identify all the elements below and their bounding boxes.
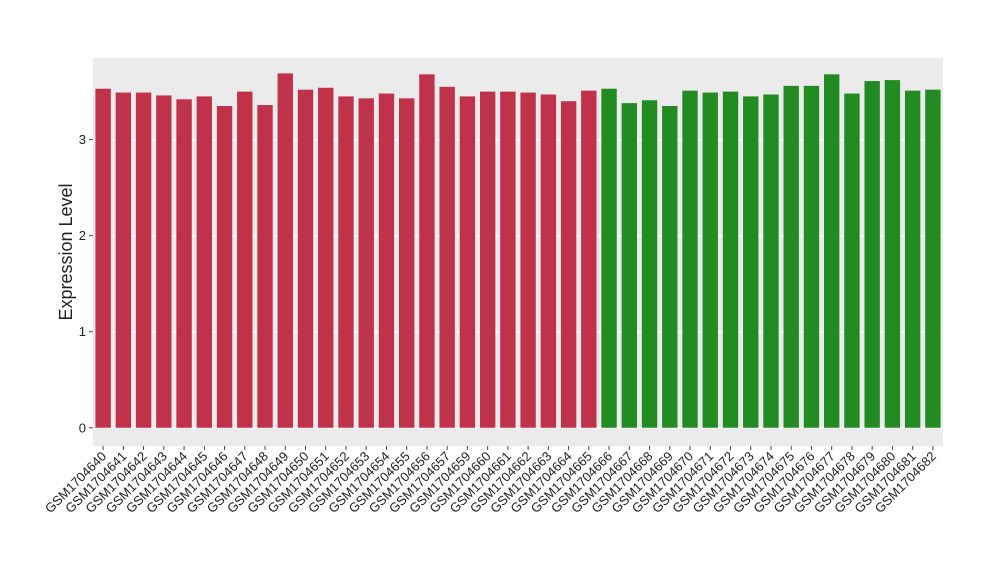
bar: [399, 98, 415, 428]
bar: [662, 106, 678, 428]
bar: [641, 100, 658, 428]
bar: [884, 80, 901, 428]
bar: [318, 87, 334, 428]
bar: [297, 89, 314, 428]
bar: [925, 89, 941, 428]
y-tick-label: 2: [79, 228, 86, 243]
bar: [560, 101, 577, 428]
y-tick-label: 0: [79, 420, 86, 435]
bar: [479, 91, 496, 428]
bar: [95, 88, 111, 428]
y-axis-label: Expression Level: [56, 183, 76, 320]
bar: [216, 106, 233, 428]
bar: [743, 96, 759, 428]
bar: [135, 92, 152, 428]
bar: [844, 93, 860, 428]
bar: [904, 90, 921, 428]
bar: [358, 98, 374, 428]
bar: [864, 81, 880, 428]
y-tick-label: 3: [79, 132, 86, 147]
bar: [601, 88, 617, 428]
bar: [115, 92, 132, 428]
bar: [257, 105, 273, 428]
bar: [500, 91, 516, 428]
bar: [277, 73, 293, 428]
bar: [439, 86, 455, 428]
bar: [176, 99, 192, 428]
bar: [237, 91, 253, 428]
bar: [338, 96, 354, 428]
bar: [722, 91, 739, 428]
bar: [682, 90, 698, 428]
bar: [581, 90, 597, 428]
bar: [378, 93, 395, 428]
bar: [803, 85, 820, 428]
bar: [419, 74, 435, 428]
y-tick-label: 1: [79, 324, 86, 339]
bar: [196, 96, 212, 428]
bar: [763, 94, 779, 428]
bar: [783, 85, 799, 428]
bar: [621, 103, 637, 428]
plot-panel: [93, 58, 943, 446]
bar: [824, 74, 840, 428]
bar: [459, 96, 476, 428]
bar: [540, 94, 557, 428]
bar: [156, 95, 172, 428]
bar: [520, 92, 536, 428]
bar: [702, 92, 718, 428]
